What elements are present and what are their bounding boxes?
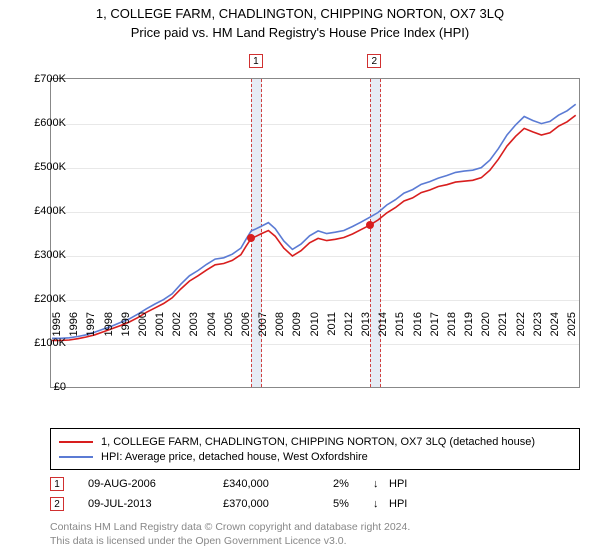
- x-axis-tick: 2017: [429, 312, 441, 336]
- x-axis-tick: 2006: [240, 312, 252, 336]
- x-axis-tick: 2021: [497, 312, 509, 336]
- legend-label: HPI: Average price, detached house, West…: [101, 451, 368, 463]
- y-axis-tick: £700K: [34, 73, 66, 85]
- x-axis-tick: 2024: [549, 312, 561, 336]
- sale-point-marker: [247, 234, 255, 242]
- sale-index-box: 1: [50, 477, 64, 491]
- x-axis-tick: 1998: [103, 312, 115, 336]
- footer-attribution: Contains HM Land Registry data © Crown c…: [50, 520, 580, 548]
- footer-line-2: This data is licensed under the Open Gov…: [50, 534, 580, 548]
- x-axis-tick: 1996: [68, 312, 80, 336]
- sale-marker-1: 1: [249, 54, 263, 68]
- x-axis-tick: 2003: [188, 312, 200, 336]
- x-axis-tick: 2004: [206, 312, 218, 336]
- y-axis-tick: £0: [54, 381, 66, 393]
- x-axis-tick: 2019: [463, 312, 475, 336]
- series-hpi: [52, 104, 576, 338]
- x-axis-tick: 2015: [394, 312, 406, 336]
- x-axis-tick: 2025: [566, 312, 578, 336]
- x-axis-tick: 2016: [412, 312, 424, 336]
- x-axis-tick: 2007: [257, 312, 269, 336]
- y-axis-tick: £500K: [34, 161, 66, 173]
- legend-swatch: [59, 456, 93, 458]
- x-axis-tick: 2013: [360, 312, 372, 336]
- sale-point-marker: [366, 221, 374, 229]
- legend-label: 1, COLLEGE FARM, CHADLINGTON, CHIPPING N…: [101, 436, 535, 448]
- y-axis-tick: £100K: [34, 337, 66, 349]
- x-axis-tick: 2023: [532, 312, 544, 336]
- y-axis-tick: £300K: [34, 249, 66, 261]
- sale-date: 09-AUG-2006: [88, 478, 223, 490]
- x-axis-tick: 2000: [137, 312, 149, 336]
- x-axis-tick: 2005: [223, 312, 235, 336]
- plot-area: [50, 78, 580, 388]
- x-axis-tick: 2012: [343, 312, 355, 336]
- down-arrow-icon: ↓: [373, 498, 389, 510]
- y-axis-tick: £200K: [34, 293, 66, 305]
- sale-pct: 2%: [333, 478, 373, 490]
- x-axis-tick: 2018: [446, 312, 458, 336]
- x-axis-tick: 2001: [154, 312, 166, 336]
- sale-price: £370,000: [223, 498, 333, 510]
- x-axis-tick: 2014: [377, 312, 389, 336]
- chart-title-subtitle: Price paid vs. HM Land Registry's House …: [0, 25, 600, 40]
- sale-marker-2: 2: [367, 54, 381, 68]
- sale-date: 09-JUL-2013: [88, 498, 223, 510]
- sale-hpi-label: HPI: [389, 478, 429, 490]
- x-axis-tick: 1999: [120, 312, 132, 336]
- sale-row: 1 09-AUG-2006£340,0002%↓HPI: [50, 474, 580, 494]
- x-axis-tick: 1997: [85, 312, 97, 336]
- x-axis-tick: 2009: [291, 312, 303, 336]
- x-axis-tick: 2002: [171, 312, 183, 336]
- down-arrow-icon: ↓: [373, 478, 389, 490]
- x-axis-tick: 1995: [51, 312, 63, 336]
- chart-title-address: 1, COLLEGE FARM, CHADLINGTON, CHIPPING N…: [0, 6, 600, 21]
- y-axis-tick: £600K: [34, 117, 66, 129]
- x-axis-tick: 2022: [515, 312, 527, 336]
- x-axis-tick: 2011: [326, 312, 338, 336]
- legend-entry: 1, COLLEGE FARM, CHADLINGTON, CHIPPING N…: [59, 434, 571, 449]
- sale-row: 2 09-JUL-2013£370,0005%↓HPI: [50, 494, 580, 514]
- sales-table: 1 09-AUG-2006£340,0002%↓HPI 2 09-JUL-2013£3…: [50, 474, 580, 514]
- legend-entry: HPI: Average price, detached house, West…: [59, 449, 571, 464]
- chart: [50, 78, 580, 388]
- x-axis-tick: 2010: [309, 312, 321, 336]
- sale-hpi-label: HPI: [389, 498, 429, 510]
- sale-price: £340,000: [223, 478, 333, 490]
- x-axis-tick: 2020: [480, 312, 492, 336]
- legend-swatch: [59, 441, 93, 443]
- legend: 1, COLLEGE FARM, CHADLINGTON, CHIPPING N…: [50, 428, 580, 470]
- y-axis-tick: £400K: [34, 205, 66, 217]
- line-series-svg: [51, 79, 581, 389]
- sale-index-box: 2: [50, 497, 64, 511]
- x-axis-tick: 2008: [274, 312, 286, 336]
- sale-pct: 5%: [333, 498, 373, 510]
- footer-line-1: Contains HM Land Registry data © Crown c…: [50, 520, 580, 534]
